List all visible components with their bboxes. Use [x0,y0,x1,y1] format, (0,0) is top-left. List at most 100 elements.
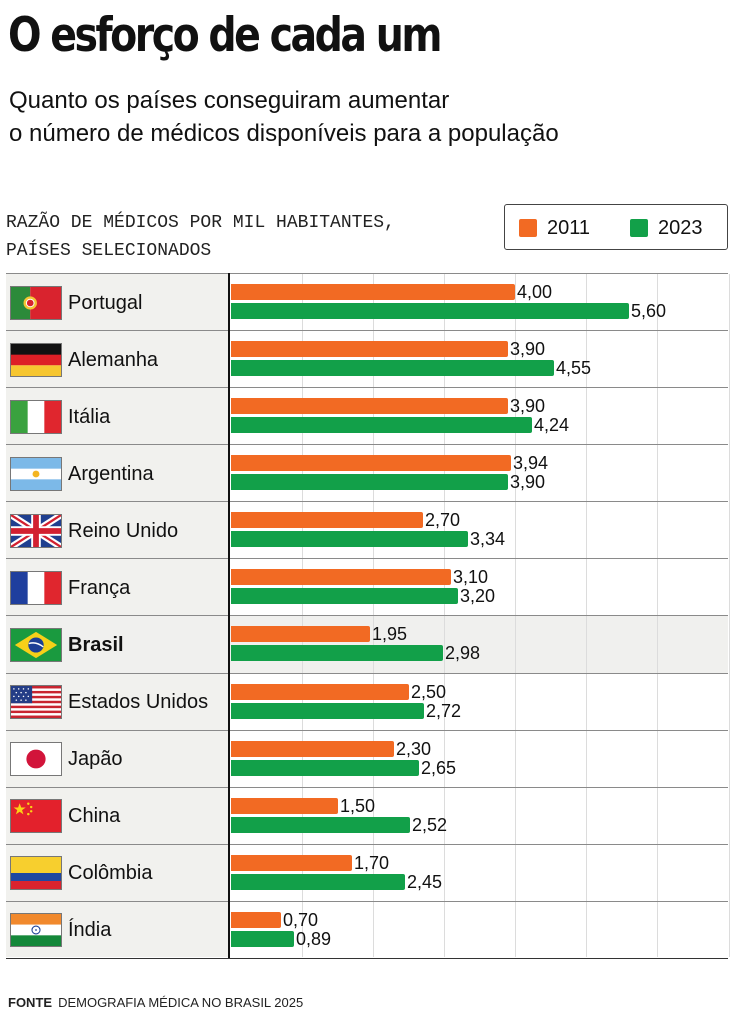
bar-2023-frança [231,588,458,604]
bar-2023-portugal [231,303,629,319]
bar-2011-índia [231,912,281,928]
flag-italy-icon [10,400,62,434]
caption-line-1: RAZÃO DE MÉDICOS POR MIL HABITANTES, [6,213,395,233]
value-label-2023-frança: 3,20 [460,586,496,606]
legend-item-2023: 2023 [630,217,703,239]
row-separator [6,444,728,445]
category-label-reino-unido: Reino Unido [68,520,179,542]
bar-2011-brasil [231,626,370,642]
category-label-portugal: Portugal [68,292,143,314]
value-label-2023-argentina: 3,90 [510,472,546,492]
flag-uk-icon [10,514,62,548]
value-label-2011-portugal: 4,00 [517,282,553,302]
legend-swatch-2011 [519,219,537,237]
bar-2011-colômbia [231,855,352,871]
source-label: FONTE [8,995,53,1010]
row-separator [6,330,728,331]
value-label-2011-china: 1,50 [340,796,376,816]
flag-japan-icon [10,742,62,776]
row-separator [6,844,728,845]
bar-2023-itália [231,417,532,433]
bar-2023-colômbia [231,874,405,890]
value-label-2011-reino-unido: 2,70 [425,510,461,530]
value-label-2023-colômbia: 2,45 [407,872,443,892]
category-label-índia: Índia [68,919,112,941]
value-label-2011-argentina: 3,94 [513,453,549,473]
value-label-2023-china: 2,52 [412,815,448,835]
bar-2023-china [231,817,410,833]
value-label-2011-frança: 3,10 [453,567,489,587]
row-separator [6,273,728,274]
bar-2011-argentina [231,455,511,471]
bar-2023-japão [231,760,419,776]
value-label-2011-itália: 3,90 [510,396,546,416]
row-separator [6,673,728,674]
bar-2011-china [231,798,338,814]
value-label-2023-itália: 4,24 [534,415,570,435]
bar-2023-brasil [231,645,443,661]
value-label-2011-estados-unidos: 2,50 [411,682,447,702]
legend-item-2011: 2011 [519,217,590,239]
highlight-row-brasil [6,616,728,673]
flag-brazil-icon [10,628,62,662]
source-text: DEMOGRAFIA MÉDICA NO BRASIL 2025 [58,995,304,1010]
row-separator [6,730,728,731]
flag-germany-icon [10,343,62,377]
value-label-2023-reino-unido: 3,34 [470,529,506,549]
value-label-2011-japão: 2,30 [396,739,432,759]
bar-2011-estados-unidos [231,684,409,700]
gridline-7 [729,274,730,957]
row-separator [6,615,728,616]
flag-india-icon [10,913,62,947]
category-label-argentina: Argentina [68,463,154,485]
value-label-2023-índia: 0,89 [296,929,332,949]
row-separator [6,501,728,502]
bar-2011-japão [231,741,394,757]
chart-legend: 2011 2023 [504,204,728,250]
value-label-2023-portugal: 5,60 [631,301,667,321]
page-title: O esforço de cada um [8,8,442,63]
bar-2023-estados-unidos [231,703,424,719]
bar-2023-reino-unido [231,531,468,547]
bar-2011-itália [231,398,508,414]
category-label-japão: Japão [68,748,123,770]
bar-2023-alemanha [231,360,554,376]
subtitle-line-2: o número de médicos disponíveis para a p… [9,120,559,147]
category-label-itália: Itália [68,406,111,428]
legend-label-2023: 2023 [658,216,703,239]
bar-2023-índia [231,931,294,947]
bar-2011-portugal [231,284,515,300]
flag-argentina-icon [10,457,62,491]
category-label-estados-unidos: Estados Unidos [68,691,209,713]
flag-colombia-icon [10,856,62,890]
row-separator [6,558,728,559]
value-label-2023-alemanha: 4,55 [556,358,592,378]
value-label-2011-colômbia: 1,70 [354,853,390,873]
flag-portugal-icon [10,286,62,320]
legend-swatch-2023 [630,219,648,237]
category-label-brasil: Brasil [68,634,124,656]
row-separator [6,958,728,959]
source-note: FONTE DEMOGRAFIA MÉDICA NO BRASIL 2025 [8,994,303,1012]
category-label-frança: França [68,577,131,599]
caption-line-2: PAÍSES SELECIONADOS [6,241,212,261]
flag-china-icon [10,799,62,833]
subtitle-line-1: Quanto os países conseguiram aumentar [9,87,450,114]
row-separator [6,901,728,902]
flag-france-icon [10,571,62,605]
bar-2023-argentina [231,474,508,490]
row-separator [6,387,728,388]
legend-label-2011: 2011 [547,216,591,239]
value-label-2023-brasil: 2,98 [445,643,481,663]
flag-usa-icon [10,685,62,719]
value-label-2011-alemanha: 3,90 [510,339,546,359]
category-label-alemanha: Alemanha [68,349,159,371]
bar-2011-reino-unido [231,512,423,528]
value-label-2011-brasil: 1,95 [372,624,408,644]
value-label-2023-estados-unidos: 2,72 [426,701,462,721]
chart-caption: RAZÃO DE MÉDICOS POR MIL HABITANTES, PAÍ… [6,209,395,265]
category-label-china: China [68,805,121,827]
value-label-2023-japão: 2,65 [421,758,457,778]
bar-2011-frança [231,569,451,585]
value-label-2011-índia: 0,70 [283,910,319,930]
